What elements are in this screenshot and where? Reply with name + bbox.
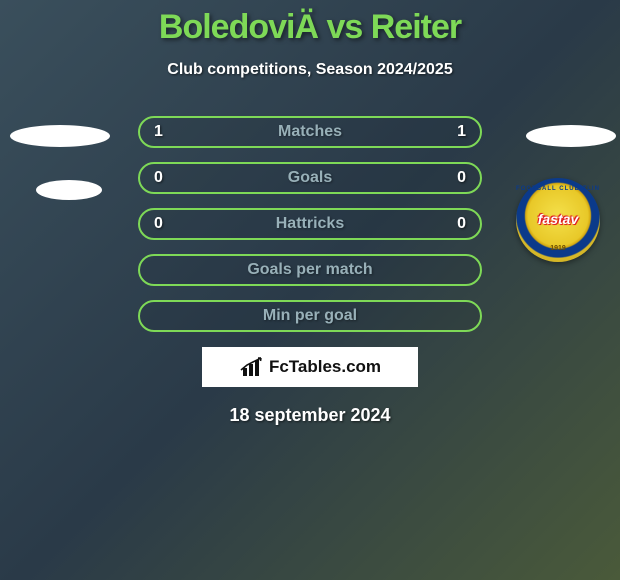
stat-label: Min per goal (263, 307, 357, 325)
brand-panel: FcTables.com (202, 347, 418, 387)
stat-label: Matches (278, 123, 342, 141)
stat-left-value: 0 (154, 215, 163, 233)
stat-row-goals: 0 Goals 0 (0, 155, 620, 201)
stat-bar: 0 Hattricks 0 (138, 208, 482, 240)
stat-label: Goals (288, 169, 332, 187)
stat-row-matches: 1 Matches 1 (0, 109, 620, 155)
stat-bar: Goals per match (138, 254, 482, 286)
stat-right-value: 1 (457, 123, 466, 141)
stat-bar: 0 Goals 0 (138, 162, 482, 194)
bar-chart-icon (239, 356, 265, 378)
stat-left-value: 0 (154, 169, 163, 187)
stat-label: Hattricks (276, 215, 344, 233)
stat-right-value: 0 (457, 215, 466, 233)
stat-label: Goals per match (247, 261, 372, 279)
stat-row-min-per-goal: Min per goal (0, 293, 620, 339)
stat-bar: Min per goal (138, 300, 482, 332)
stat-bar: 1 Matches 1 (138, 116, 482, 148)
page-subtitle: Club competitions, Season 2024/2025 (0, 61, 620, 79)
stat-left-value: 1 (154, 123, 163, 141)
stat-row-hattricks: 0 Hattricks 0 (0, 201, 620, 247)
date-label: 18 september 2024 (0, 405, 620, 426)
brand-text: FcTables.com (269, 357, 381, 377)
page-title: BoledoviÄ vs Reiter (0, 8, 620, 47)
stat-row-goals-per-match: Goals per match (0, 247, 620, 293)
comparison-card: BoledoviÄ vs Reiter Club competitions, S… (0, 0, 620, 426)
stat-right-value: 0 (457, 169, 466, 187)
